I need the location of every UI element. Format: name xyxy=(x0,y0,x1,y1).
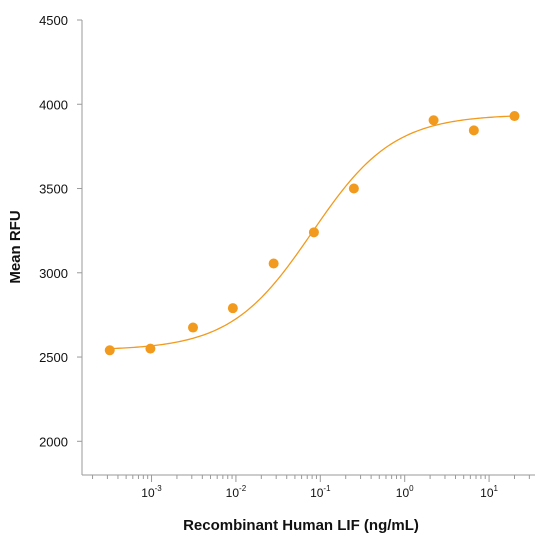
x-ticks: 10-3 10-2 10-1 100 101 xyxy=(92,475,530,500)
x-tick-label: 101 xyxy=(480,484,498,500)
y-tick-label: 4500 xyxy=(39,13,68,28)
y-tick-label: 3500 xyxy=(39,182,68,197)
data-point xyxy=(308,227,319,238)
x-tick-label: 10-3 xyxy=(141,484,162,500)
y-tick-label: 3000 xyxy=(39,266,68,281)
x-tick-label: 10-1 xyxy=(310,484,331,500)
data-point xyxy=(348,183,359,194)
data-point xyxy=(509,111,520,122)
data-point xyxy=(145,343,156,354)
data-point xyxy=(428,115,439,126)
data-points-layer xyxy=(104,111,520,356)
data-point xyxy=(268,258,279,269)
x-tick-label: 100 xyxy=(396,484,414,500)
x-axis-title: Recombinant Human LIF (ng/mL) xyxy=(183,517,419,534)
y-tick-label: 2500 xyxy=(39,350,68,365)
data-point xyxy=(104,345,115,356)
y-axis-title: Mean RFU xyxy=(7,210,24,283)
y-tick-label: 2000 xyxy=(39,434,68,449)
y-ticks: 2000 2500 3000 3500 4000 4500 xyxy=(39,13,82,449)
data-point xyxy=(187,322,198,333)
y-tick-label: 4000 xyxy=(39,97,68,112)
data-point xyxy=(468,125,479,136)
x-tick-label: 10-2 xyxy=(226,484,247,500)
data-point xyxy=(227,303,238,314)
